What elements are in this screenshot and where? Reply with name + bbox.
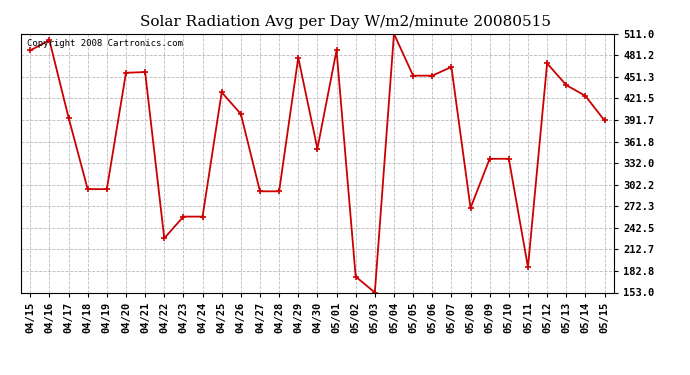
Text: Copyright 2008 Cartronics.com: Copyright 2008 Cartronics.com [27, 39, 183, 48]
Text: Solar Radiation Avg per Day W/m2/minute 20080515: Solar Radiation Avg per Day W/m2/minute … [139, 15, 551, 29]
